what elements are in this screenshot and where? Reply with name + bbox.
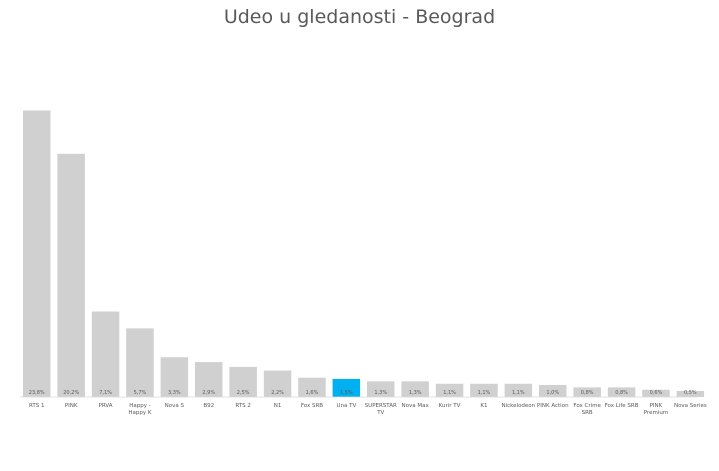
bar-19: [676, 390, 705, 397]
category-label-4: Nova S: [165, 403, 185, 409]
category-label-14: Nickelodeon: [502, 403, 536, 409]
data-label-2: 7,1%: [99, 390, 112, 396]
bar-14: [504, 383, 533, 397]
category-label-13: K1: [480, 403, 487, 409]
bar-9: [332, 378, 361, 397]
bar-13: [470, 383, 498, 397]
bar-7: [263, 370, 292, 397]
bar-3: [126, 328, 154, 397]
category-label-10: SUPERSTAR TV: [365, 403, 397, 416]
data-label-19: 0,5%: [684, 390, 697, 396]
category-label-11: Nova Max: [402, 403, 430, 409]
category-label-1: PINK: [65, 403, 78, 409]
data-label-13: 1,1%: [478, 390, 491, 396]
category-label-2: PRVA: [99, 403, 113, 409]
data-label-15: 1,0%: [546, 390, 559, 396]
bar-0: [23, 110, 51, 397]
category-label-0: RTS 1: [29, 403, 45, 409]
category-label-7: N1: [274, 403, 282, 409]
data-label-14: 1,1%: [512, 390, 525, 396]
bar-18: [642, 389, 670, 397]
bar-1: [57, 153, 85, 397]
category-label-15: PINK Action: [537, 403, 569, 409]
bar-8: [298, 377, 326, 397]
data-label-17: 0,8%: [615, 390, 628, 396]
data-label-3: 5,7%: [134, 390, 147, 396]
bar-4: [160, 357, 189, 397]
data-label-9: 1,5%: [340, 390, 353, 396]
bar-17: [607, 387, 636, 397]
category-label-18: PINK Premium: [644, 403, 668, 416]
category-label-6: RTS 2: [235, 403, 251, 409]
category-label-8: Fox SRB: [301, 403, 323, 409]
data-label-12: 1,1%: [443, 390, 456, 396]
category-label-16: Fox Crime SRB: [573, 403, 601, 416]
labels-layer: 23,8% RTS 1 20,2% PINK 7,1% PRVA 5,7% Happy -Ha…: [29, 390, 707, 416]
data-label-18: 0,6%: [650, 390, 663, 396]
category-label-17: Fox Life SRB: [605, 403, 639, 409]
category-label-19: Nova Series: [674, 403, 707, 409]
data-label-0: 23,8%: [29, 390, 45, 396]
data-label-7: 2,2%: [271, 390, 284, 396]
data-label-10: 1,3%: [374, 390, 387, 396]
category-label-12: Kurir TV: [439, 403, 461, 409]
category-label-5: B92: [203, 403, 214, 409]
category-label-3: Happy -Happy K: [128, 403, 151, 416]
bar-6: [229, 366, 257, 397]
data-label-5: 2,9%: [202, 390, 215, 396]
bar-5: [195, 362, 223, 397]
bar-10: [367, 381, 395, 397]
data-label-8: 1,6%: [306, 390, 319, 396]
data-label-6: 2,5%: [237, 390, 250, 396]
data-label-4: 3,3%: [168, 390, 181, 396]
data-label-1: 20,2%: [63, 390, 79, 396]
bar-12: [435, 383, 464, 397]
bar-11: [401, 381, 429, 397]
data-label-16: 0,8%: [581, 390, 594, 396]
bars-layer: [23, 110, 705, 397]
category-label-9: Una TV: [336, 403, 356, 409]
bar-15: [539, 384, 567, 397]
bar-16: [573, 387, 601, 397]
bar-2: [91, 311, 120, 397]
chart-title: Udeo u gledanosti - Beograd: [223, 6, 496, 28]
data-label-11: 1,3%: [409, 390, 422, 396]
